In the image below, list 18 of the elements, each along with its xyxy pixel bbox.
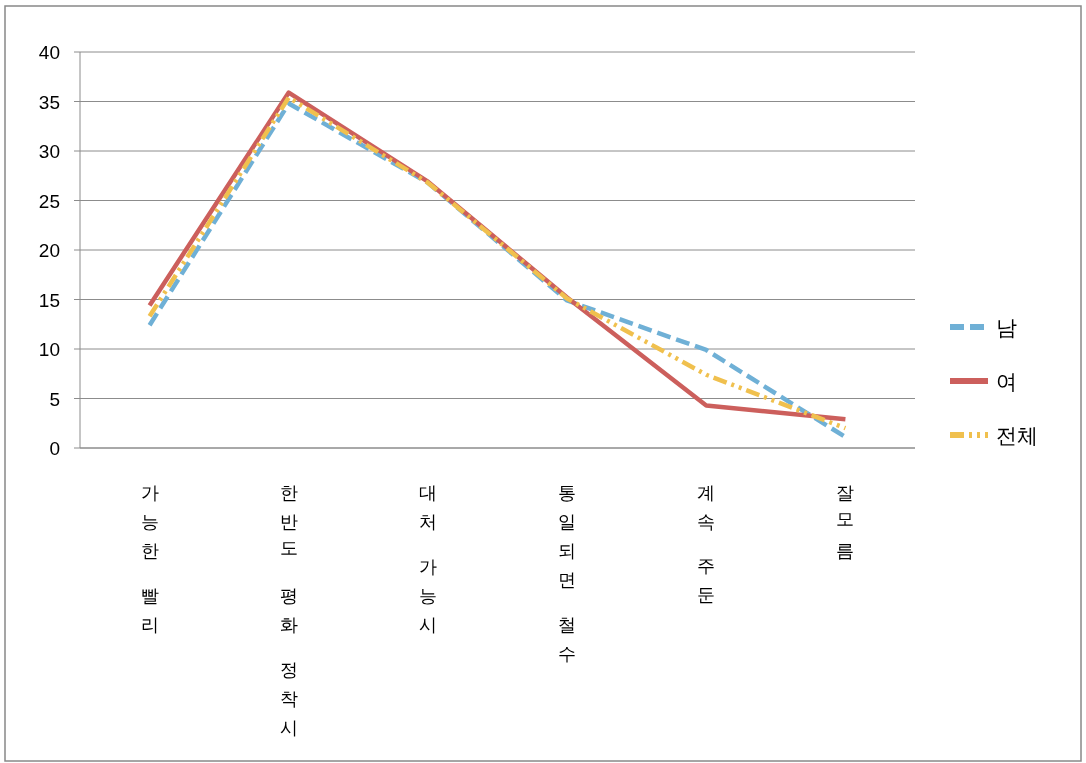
y-tick-label: 40 [38, 42, 60, 63]
y-tick-label: 20 [38, 240, 60, 261]
legend-label: 전체 [996, 424, 1038, 447]
x-tick-label: 가능한 빨리 [139, 472, 160, 634]
y-tick-label: 25 [38, 190, 60, 212]
y-tick-label: 15 [38, 289, 60, 311]
legend-label: 남 [996, 316, 1017, 339]
x-tick-label: 통일되면 철수 [557, 472, 578, 663]
x-tick-label: 한반도 평화 정착시 [278, 472, 299, 737]
y-tick-label: 35 [38, 91, 60, 113]
y-tick-label: 30 [38, 141, 60, 162]
y-tick-label: 5 [49, 388, 60, 410]
x-tick-label: 대처 가능시 [417, 472, 438, 634]
y-tick-label: 0 [49, 438, 60, 459]
x-tick-label: 잘모름 [835, 472, 856, 560]
legend-label: 여 [996, 370, 1017, 393]
x-tick-label: 계속 주둔 [696, 472, 717, 605]
y-tick-label: 10 [38, 339, 60, 360]
